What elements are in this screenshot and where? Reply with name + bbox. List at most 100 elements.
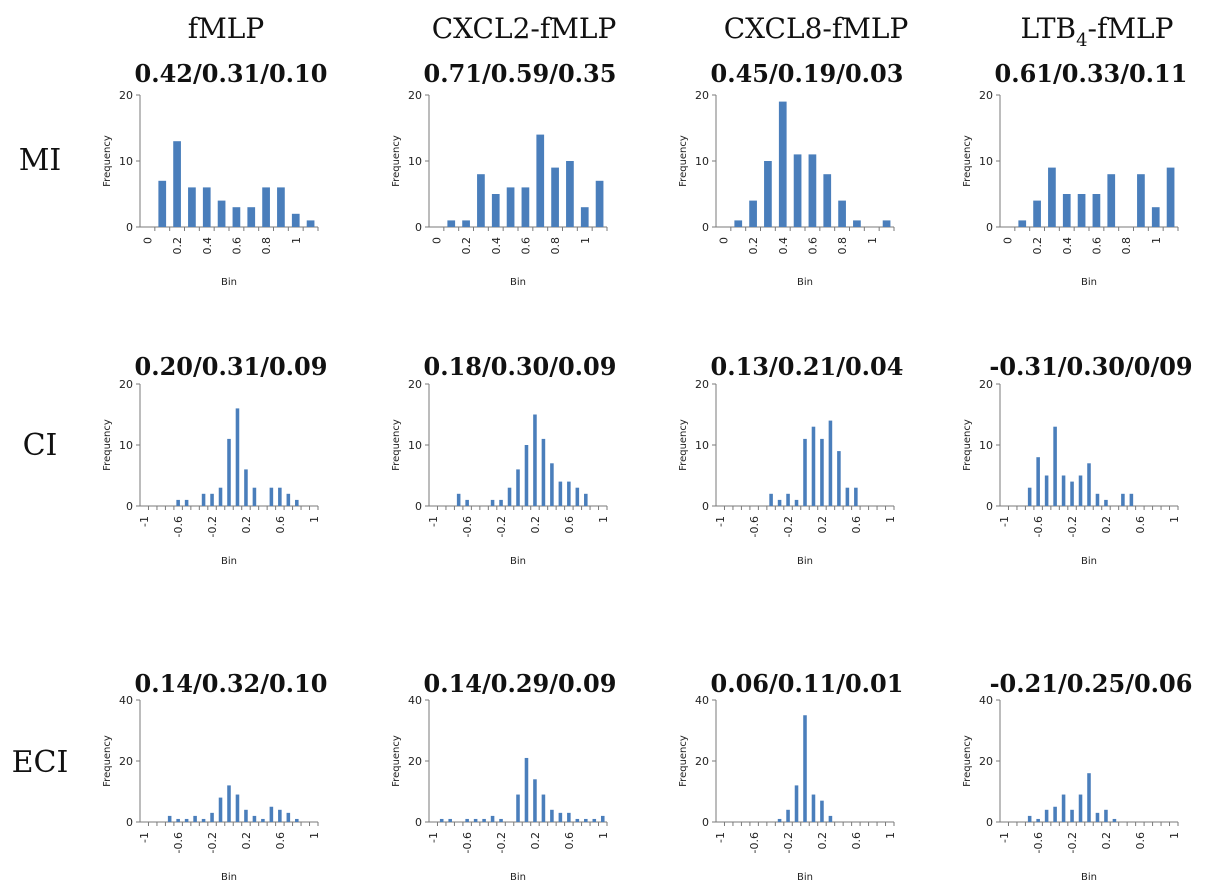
histogram-bar bbox=[566, 161, 574, 227]
histogram-bar bbox=[184, 818, 189, 822]
x-tick-label: 1 bbox=[1168, 516, 1181, 523]
x-tick-label: 0.2 bbox=[529, 516, 542, 534]
x-tick-label: 1 bbox=[884, 516, 897, 523]
x-tick-label: -0.6 bbox=[461, 832, 474, 853]
histogram-bar bbox=[820, 438, 824, 506]
histogram-bar bbox=[584, 818, 588, 822]
histogram-bar bbox=[269, 487, 274, 506]
panel-stats-title: 0.42/0.31/0.10 bbox=[135, 59, 328, 88]
row-label-eci: ECI bbox=[12, 745, 69, 780]
y-tick-label: 20 bbox=[119, 89, 133, 102]
x-axis-title: Bin bbox=[797, 277, 813, 288]
x-axis-title: Bin bbox=[1081, 277, 1097, 288]
histogram-bar bbox=[794, 785, 799, 822]
x-tick-label: -1 bbox=[138, 832, 151, 843]
x-tick-label: 0 bbox=[430, 237, 443, 244]
x-tick-label: 0.6 bbox=[563, 516, 576, 534]
histogram-bar bbox=[854, 487, 858, 506]
y-tick-label: 20 bbox=[408, 755, 422, 768]
x-tick-label: 0.8 bbox=[260, 237, 273, 255]
histogram-bar bbox=[462, 220, 470, 227]
x-tick-label: -0.2 bbox=[206, 832, 219, 853]
histogram-bar bbox=[575, 487, 580, 506]
histogram-bar bbox=[837, 451, 841, 506]
histogram-bar bbox=[1062, 194, 1071, 227]
histogram-bar bbox=[1048, 167, 1056, 227]
histogram-bar bbox=[247, 207, 256, 227]
histogram-bar bbox=[734, 220, 743, 227]
y-axis-title: Frequency bbox=[678, 135, 689, 187]
x-tick-label: 1 bbox=[1168, 832, 1181, 839]
panel-mi-ltb4-fmlp: 0.61/0.33/0.11 0 10 20 Frequency 0 0.2 0.4 0.6 0.… bbox=[962, 59, 1187, 288]
panel-ci-cxcl2-fmlp: 0.18/0.30/0.09 0 10 20 Frequency -1 -0.6 -0.2 0.… bbox=[391, 352, 616, 567]
y-tick-label: 0 bbox=[702, 816, 709, 829]
histogram-bar bbox=[447, 220, 456, 227]
y-tick-label: 0 bbox=[415, 221, 422, 234]
histogram-bar bbox=[1036, 818, 1040, 822]
x-axis-title: Bin bbox=[797, 872, 813, 883]
y-tick-label: 0 bbox=[986, 816, 993, 829]
histogram-bar bbox=[491, 194, 500, 227]
x-tick-label: -1 bbox=[998, 516, 1011, 527]
histogram-bar bbox=[1087, 463, 1091, 506]
x-tick-label: -0.6 bbox=[172, 516, 185, 537]
x-tick-label: 1 bbox=[866, 237, 879, 244]
histogram-bar bbox=[252, 487, 257, 506]
x-tick-label: 0.8 bbox=[549, 237, 562, 255]
x-tick-label: 0 bbox=[1001, 237, 1014, 244]
y-tick-label: 0 bbox=[126, 816, 133, 829]
histogram-bar bbox=[158, 180, 167, 227]
panel-stats-title: -0.31/0.30/0/09 bbox=[989, 352, 1192, 381]
y-tick-label: 20 bbox=[979, 378, 993, 391]
x-axis-title: Bin bbox=[797, 556, 813, 567]
histogram-bar bbox=[541, 794, 546, 822]
histogram-bar bbox=[286, 812, 291, 822]
x-axis-title: Bin bbox=[221, 556, 237, 567]
x-tick-label: 0.2 bbox=[171, 237, 184, 255]
x-tick-label: 0.6 bbox=[850, 832, 863, 850]
histogram-bar bbox=[567, 481, 571, 506]
histogram-bar bbox=[550, 463, 554, 506]
histogram-bar bbox=[533, 414, 537, 506]
histogram-bar bbox=[1078, 794, 1083, 822]
histogram-bar bbox=[210, 493, 214, 506]
histogram-bar bbox=[803, 715, 807, 822]
histogram-bar bbox=[803, 438, 807, 506]
panel-mi-cxcl8-fmlp: 0.45/0.19/0.03 0 10 20 Frequency 0 0.2 0.4 0.6 0.… bbox=[678, 59, 903, 288]
histogram-bar bbox=[465, 499, 469, 506]
x-axis-title: Bin bbox=[1081, 556, 1097, 567]
histogram-bar bbox=[227, 785, 231, 822]
panel-stats-title: 0.14/0.32/0.10 bbox=[135, 669, 328, 698]
x-tick-label: 0.6 bbox=[1090, 237, 1103, 255]
panel-stats-title: -0.21/0.25/0.06 bbox=[990, 669, 1193, 698]
histogram-bar bbox=[1053, 806, 1057, 822]
histogram-bar bbox=[193, 815, 197, 822]
histogram-bar bbox=[218, 487, 223, 506]
y-tick-label: 20 bbox=[979, 755, 993, 768]
histogram-bar bbox=[793, 154, 802, 227]
histogram-bar bbox=[295, 499, 299, 506]
y-tick-label: 0 bbox=[126, 500, 133, 513]
histogram-bar bbox=[1018, 220, 1027, 227]
x-tick-label: -0.2 bbox=[782, 516, 795, 537]
y-tick-label: 0 bbox=[986, 221, 993, 234]
histogram-bar bbox=[524, 445, 529, 506]
x-tick-label: 0 bbox=[141, 237, 154, 244]
histogram-bar bbox=[1044, 475, 1049, 506]
x-tick-label: 0.2 bbox=[816, 832, 829, 850]
x-tick-label: 0.4 bbox=[201, 237, 214, 255]
histogram-bar bbox=[473, 818, 478, 822]
histogram-bar bbox=[499, 499, 503, 506]
y-tick-label: 40 bbox=[119, 694, 133, 707]
y-tick-label: 40 bbox=[695, 694, 709, 707]
histogram-bar bbox=[1077, 194, 1086, 227]
x-tick-label: 0.2 bbox=[1100, 516, 1113, 534]
histogram-bar bbox=[516, 469, 520, 506]
x-tick-label: 0.2 bbox=[1100, 832, 1113, 850]
histogram-bar bbox=[278, 487, 282, 506]
y-tick-label: 10 bbox=[695, 439, 709, 452]
y-tick-label: 0 bbox=[415, 816, 422, 829]
histogram-bar bbox=[820, 800, 824, 822]
histogram-bar bbox=[536, 134, 545, 227]
